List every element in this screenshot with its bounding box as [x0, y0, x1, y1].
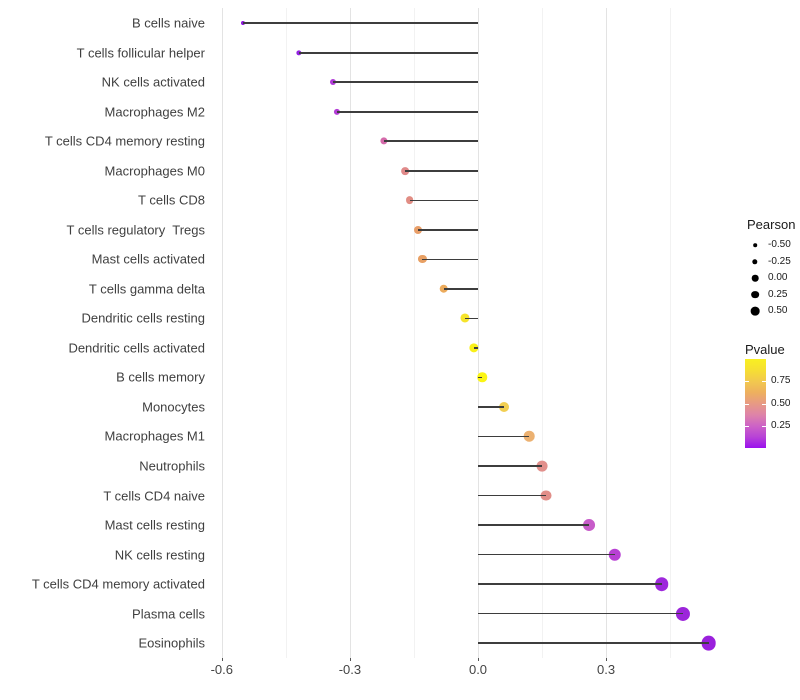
y-axis-label: Mast cells resting — [104, 517, 205, 533]
lollipop-stem — [478, 642, 709, 644]
legend-size-dot — [751, 290, 759, 299]
gradient-tick-left — [745, 381, 749, 383]
lollipop-stem — [478, 583, 662, 585]
legend-size-label: 0.00 — [768, 272, 788, 284]
y-axis-label: B cells naive — [132, 15, 205, 31]
y-axis-label: T cells CD4 memory activated — [31, 576, 205, 592]
gradient-tick-label: 0.50 — [771, 397, 791, 409]
lollipop-dot — [477, 372, 488, 383]
lollipop-stem — [243, 22, 478, 24]
legend-size-label: -0.25 — [768, 255, 791, 267]
gridline-major — [478, 8, 479, 658]
gridline-major — [221, 8, 223, 658]
gridline-minor — [542, 8, 544, 658]
y-axis-label: Neutrophils — [139, 458, 205, 474]
legend-size-label: 0.25 — [768, 288, 788, 300]
legend-size-dot — [752, 258, 758, 265]
y-axis-label: Monocytes — [142, 399, 205, 415]
y-axis-label: T cells follicular helper — [76, 45, 205, 61]
y-axis-label: Plasma cells — [132, 606, 205, 622]
lollipop-stem — [473, 347, 478, 349]
lollipop-stem — [298, 51, 478, 54]
x-tick-mark — [221, 658, 223, 661]
y-axis-label: Mast cells activated — [91, 251, 205, 267]
legend-color-title: Pvalue — [745, 342, 785, 357]
x-tick-label: -0.3 — [338, 662, 362, 677]
gradient-tick-label: 0.25 — [771, 419, 791, 431]
y-axis-label: Dendritic cells resting — [81, 310, 205, 326]
pvalue-gradient-bar — [745, 359, 766, 448]
x-tick-label: 0.0 — [468, 662, 488, 677]
x-tick-mark — [478, 658, 479, 661]
legend-size-title: Pearson — [747, 217, 796, 232]
lollipop-stem — [422, 258, 478, 261]
lollipop-stem — [384, 140, 478, 143]
x-tick-label: 0.3 — [597, 662, 616, 677]
lollipop-stem — [409, 199, 478, 202]
y-axis-label: NK cells resting — [114, 547, 205, 563]
gradient-tick-right — [762, 381, 766, 383]
gridline-minor — [285, 8, 287, 658]
gradient-tick-left — [745, 403, 749, 405]
legend-size-label: -0.50 — [768, 239, 791, 250]
lollipop-dot — [583, 519, 595, 531]
gradient-tick-right — [762, 425, 766, 427]
lollipop-dot — [540, 490, 552, 501]
legend-size-dot — [753, 243, 757, 247]
y-axis-label: Dendritic cells activated — [68, 340, 205, 356]
legend-size-label: 0.50 — [768, 305, 788, 317]
gridline-minor — [670, 8, 672, 658]
gradient-tick-left — [745, 425, 749, 427]
lollipop-stem — [418, 229, 478, 231]
y-axis-label: T cells CD4 naive — [103, 488, 205, 504]
gridline-major — [349, 8, 351, 658]
lollipop-stem — [478, 524, 590, 526]
lollipop-dot — [701, 635, 716, 651]
x-tick-mark — [606, 658, 608, 661]
lollipop-stem — [478, 494, 547, 497]
y-axis-label: Eosinophils — [138, 635, 206, 651]
gridline-major — [606, 8, 608, 658]
lollipop-dot — [536, 460, 548, 472]
gridline-minor — [413, 8, 415, 658]
x-tick-mark — [349, 658, 351, 661]
lollipop-stem — [478, 376, 483, 379]
lollipop-dot — [654, 577, 669, 591]
lollipop-stem — [443, 288, 478, 290]
lollipop-stem — [337, 110, 478, 113]
y-axis-label: T cells CD4 memory resting — [44, 133, 205, 149]
legend-size-dot — [751, 274, 759, 282]
lollipop-stem — [478, 553, 615, 556]
lollipop-dot — [608, 548, 621, 561]
y-axis-label: Macrophages M1 — [104, 428, 205, 444]
y-axis-label: T cells CD8 — [138, 192, 205, 208]
y-axis-label: B cells memory — [116, 369, 205, 385]
y-axis-label: Macrophages M0 — [104, 163, 205, 179]
lollipop-stem — [332, 81, 478, 84]
y-axis-label: Macrophages M2 — [104, 104, 205, 120]
lollipop-stem — [405, 170, 478, 172]
y-axis-label: T cells regulatory Tregs — [66, 222, 205, 238]
x-tick-label: -0.6 — [210, 662, 233, 677]
gradient-tick-right — [762, 403, 766, 405]
lollipop-stem — [478, 612, 683, 615]
lollipop-dot — [675, 606, 690, 621]
lollipop-stem — [478, 435, 530, 438]
lollipop-stem — [465, 317, 478, 320]
lollipop-dot — [523, 431, 535, 442]
gradient-tick-label: 0.75 — [771, 375, 791, 387]
lollipop-dot — [498, 401, 509, 412]
y-axis-label: T cells gamma delta — [88, 281, 205, 297]
y-axis-label: NK cells activated — [101, 74, 205, 90]
lollipop-stem — [478, 465, 543, 467]
legend-size-dot — [750, 307, 760, 316]
lollipop-stem — [478, 406, 504, 408]
